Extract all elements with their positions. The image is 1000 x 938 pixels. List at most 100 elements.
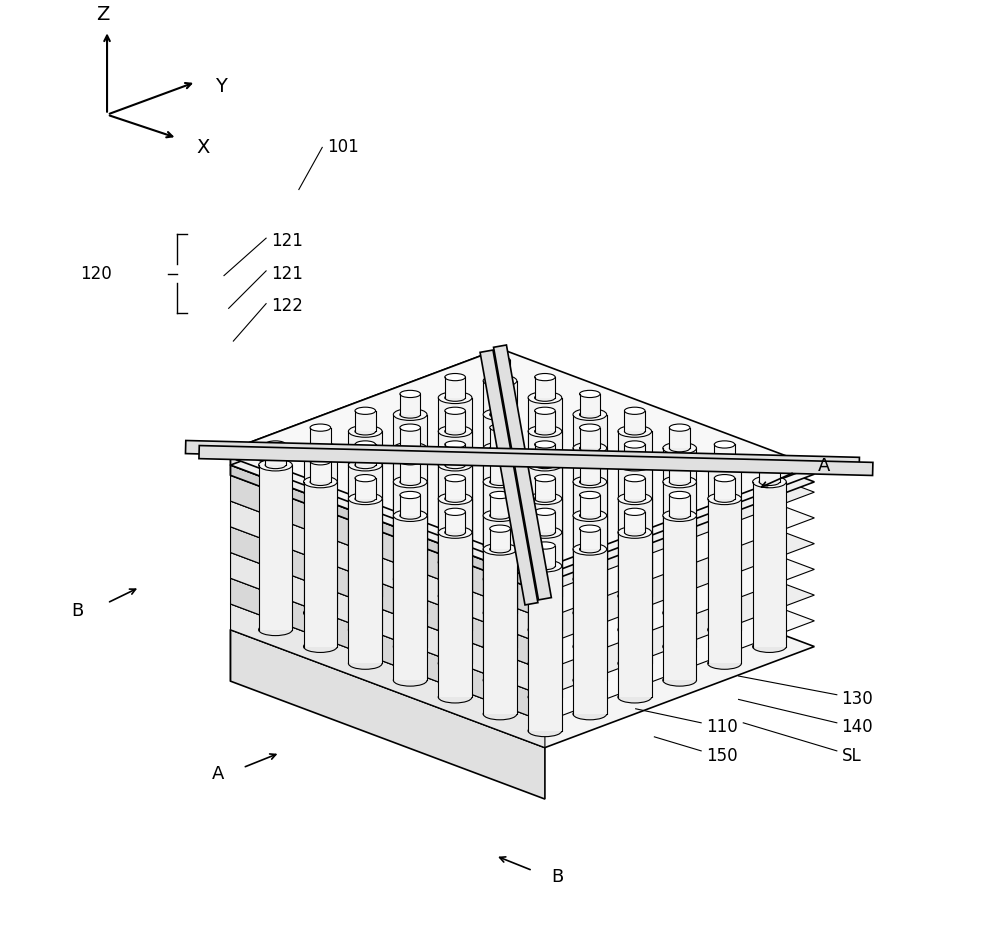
Ellipse shape bbox=[445, 461, 465, 469]
Ellipse shape bbox=[490, 390, 510, 398]
Ellipse shape bbox=[310, 445, 331, 452]
Ellipse shape bbox=[348, 492, 382, 505]
Polygon shape bbox=[528, 567, 562, 731]
Polygon shape bbox=[231, 527, 545, 671]
Ellipse shape bbox=[400, 458, 420, 465]
Ellipse shape bbox=[759, 478, 780, 486]
Ellipse shape bbox=[400, 512, 420, 519]
Ellipse shape bbox=[445, 373, 465, 381]
Ellipse shape bbox=[663, 607, 696, 619]
Ellipse shape bbox=[490, 424, 510, 431]
Polygon shape bbox=[231, 465, 545, 593]
Text: 122: 122 bbox=[271, 297, 303, 315]
Ellipse shape bbox=[483, 375, 517, 386]
Ellipse shape bbox=[535, 475, 555, 482]
Ellipse shape bbox=[618, 590, 652, 602]
Ellipse shape bbox=[573, 543, 607, 555]
Polygon shape bbox=[438, 398, 472, 563]
Polygon shape bbox=[231, 503, 814, 722]
Ellipse shape bbox=[624, 407, 645, 415]
Polygon shape bbox=[624, 411, 645, 431]
Ellipse shape bbox=[400, 411, 420, 418]
Polygon shape bbox=[199, 446, 873, 476]
Ellipse shape bbox=[535, 529, 555, 536]
Polygon shape bbox=[669, 461, 690, 482]
Polygon shape bbox=[231, 552, 545, 696]
Polygon shape bbox=[528, 398, 562, 563]
Ellipse shape bbox=[708, 658, 741, 670]
Ellipse shape bbox=[445, 475, 465, 482]
Ellipse shape bbox=[438, 624, 472, 636]
Polygon shape bbox=[393, 448, 427, 613]
Polygon shape bbox=[304, 448, 337, 613]
Ellipse shape bbox=[669, 492, 690, 499]
Polygon shape bbox=[618, 465, 652, 629]
Ellipse shape bbox=[535, 407, 555, 415]
Ellipse shape bbox=[348, 658, 382, 670]
Polygon shape bbox=[185, 441, 859, 471]
Polygon shape bbox=[310, 428, 331, 448]
Ellipse shape bbox=[445, 529, 465, 536]
Polygon shape bbox=[708, 499, 741, 663]
Ellipse shape bbox=[304, 607, 337, 619]
Polygon shape bbox=[231, 458, 545, 582]
Ellipse shape bbox=[580, 445, 600, 452]
Ellipse shape bbox=[624, 475, 645, 482]
Polygon shape bbox=[573, 482, 607, 646]
Polygon shape bbox=[580, 394, 600, 415]
Ellipse shape bbox=[445, 394, 465, 401]
Ellipse shape bbox=[393, 409, 427, 420]
Polygon shape bbox=[310, 461, 331, 482]
Ellipse shape bbox=[483, 539, 517, 552]
Ellipse shape bbox=[355, 461, 376, 469]
Ellipse shape bbox=[304, 443, 337, 454]
Ellipse shape bbox=[580, 492, 600, 499]
Text: 140: 140 bbox=[841, 719, 873, 736]
Polygon shape bbox=[535, 478, 555, 499]
Ellipse shape bbox=[528, 725, 562, 736]
Ellipse shape bbox=[663, 443, 696, 454]
Ellipse shape bbox=[624, 428, 645, 435]
Polygon shape bbox=[490, 529, 510, 550]
Polygon shape bbox=[438, 465, 472, 629]
Ellipse shape bbox=[400, 492, 420, 499]
Ellipse shape bbox=[483, 476, 517, 488]
Text: Y: Y bbox=[215, 77, 227, 96]
Ellipse shape bbox=[355, 407, 376, 415]
Ellipse shape bbox=[624, 441, 645, 448]
Ellipse shape bbox=[490, 445, 510, 452]
Polygon shape bbox=[231, 451, 500, 578]
Polygon shape bbox=[393, 415, 427, 579]
Ellipse shape bbox=[438, 492, 472, 505]
Polygon shape bbox=[438, 499, 472, 663]
Ellipse shape bbox=[759, 458, 780, 465]
Ellipse shape bbox=[400, 478, 420, 486]
Ellipse shape bbox=[490, 377, 510, 385]
Ellipse shape bbox=[310, 458, 331, 465]
Ellipse shape bbox=[663, 509, 696, 522]
Ellipse shape bbox=[348, 460, 382, 471]
Ellipse shape bbox=[490, 525, 510, 532]
Polygon shape bbox=[535, 512, 555, 533]
Polygon shape bbox=[445, 377, 465, 398]
Polygon shape bbox=[490, 495, 510, 516]
Polygon shape bbox=[231, 477, 500, 604]
Polygon shape bbox=[663, 482, 696, 646]
Polygon shape bbox=[580, 495, 600, 516]
Ellipse shape bbox=[445, 508, 465, 515]
Ellipse shape bbox=[528, 492, 562, 505]
Ellipse shape bbox=[573, 708, 607, 719]
Polygon shape bbox=[231, 374, 500, 501]
Ellipse shape bbox=[438, 426, 472, 437]
Text: A: A bbox=[212, 765, 224, 783]
Text: 150: 150 bbox=[706, 747, 737, 764]
Ellipse shape bbox=[618, 426, 652, 437]
Ellipse shape bbox=[535, 542, 555, 549]
Polygon shape bbox=[759, 461, 780, 482]
Polygon shape bbox=[714, 478, 735, 499]
Ellipse shape bbox=[393, 476, 427, 488]
Ellipse shape bbox=[400, 424, 420, 431]
Polygon shape bbox=[445, 411, 465, 431]
Ellipse shape bbox=[624, 508, 645, 515]
Ellipse shape bbox=[490, 478, 510, 486]
